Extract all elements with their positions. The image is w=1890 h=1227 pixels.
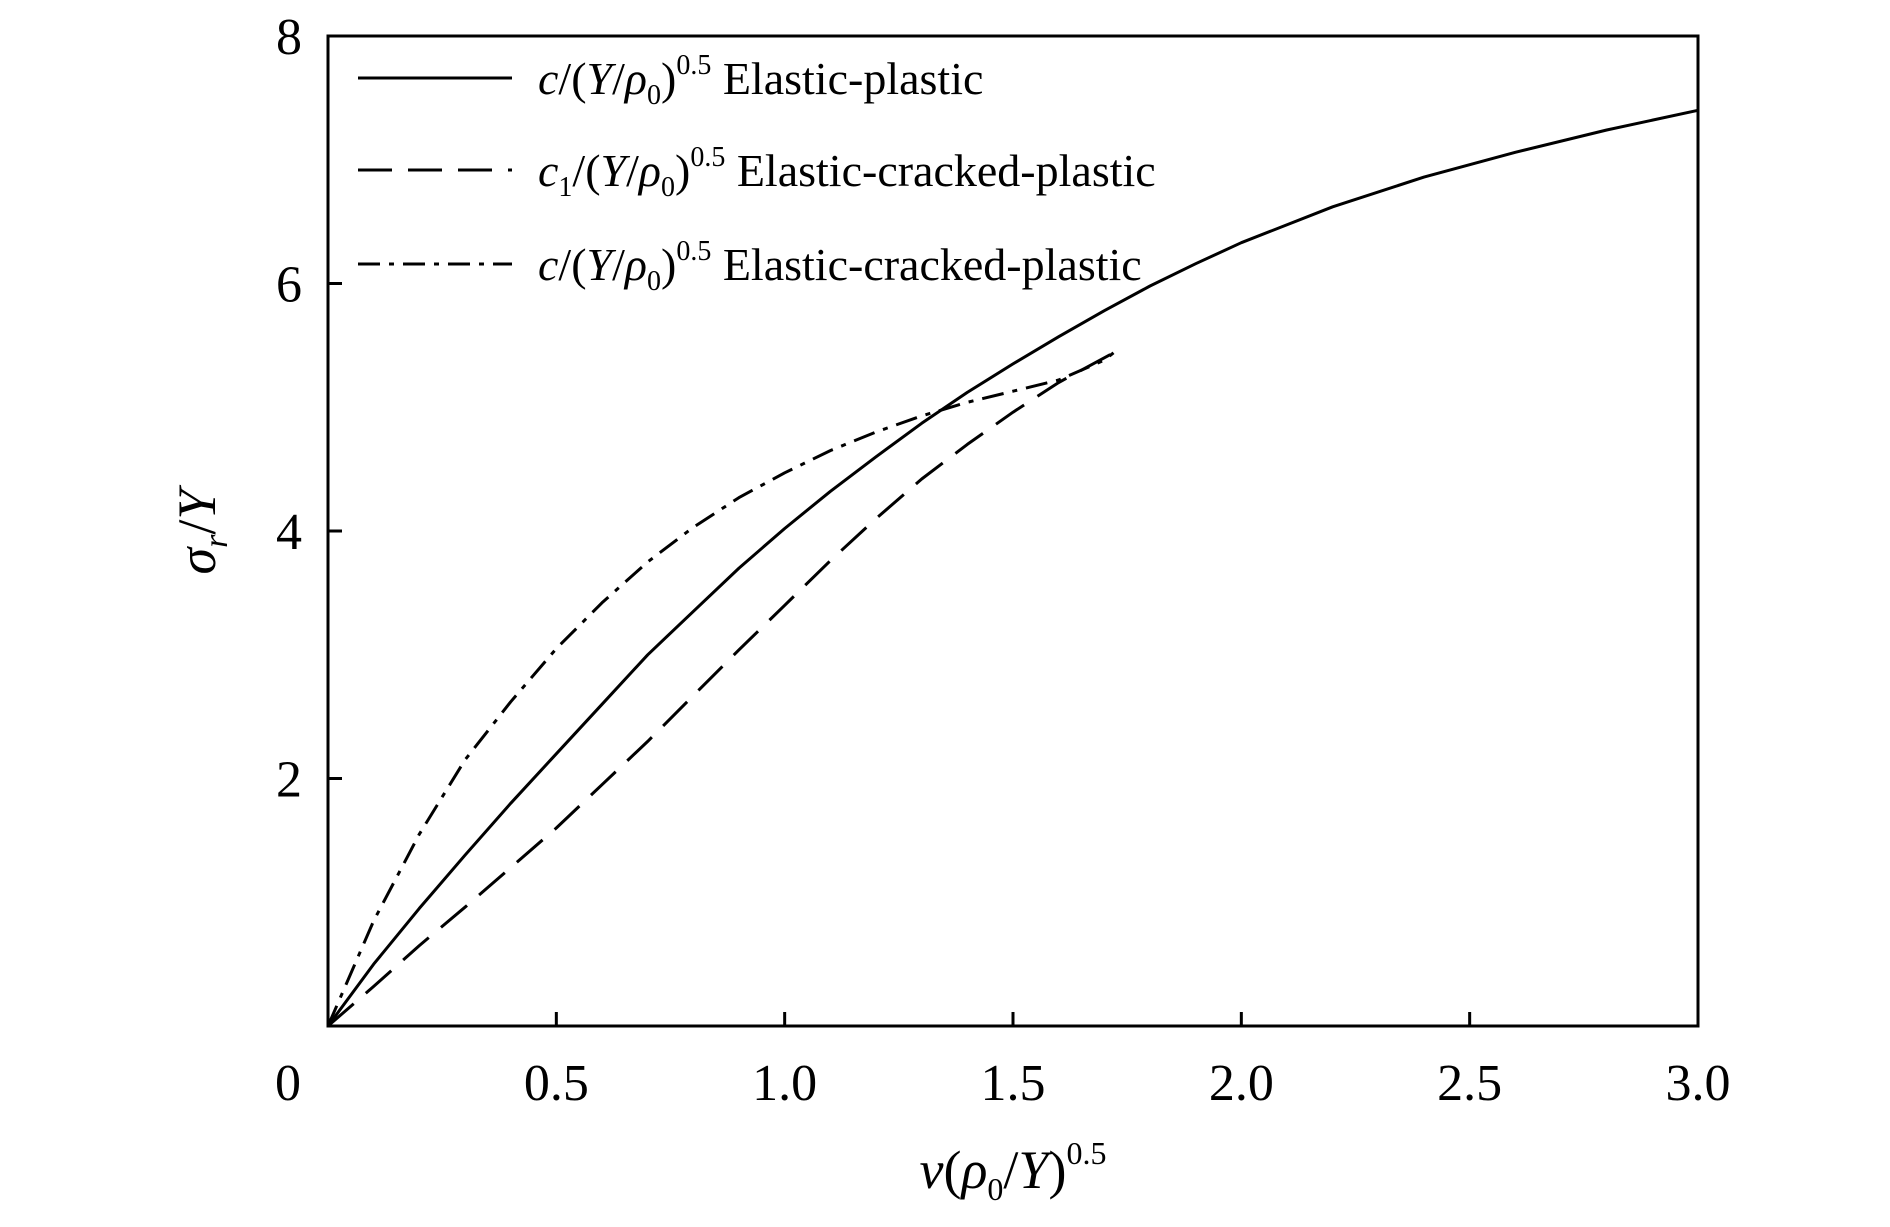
y-tick-label: 2 <box>276 752 302 809</box>
legend-label: c/(Y/ρ0)0.5 Elastic-cracked-plastic <box>538 236 1142 297</box>
series-layer <box>326 108 1699 1028</box>
x-tick-label: 0 <box>275 1055 301 1112</box>
axis-ticks: 0 0.5 1.0 1.5 2.0 2.5 3.0 2 4 6 8 <box>275 9 1731 1112</box>
y-tick-label: 6 <box>276 257 302 314</box>
y-tick-label: 4 <box>276 504 302 561</box>
x-axis-label: v(ρ0/Y)0.5 <box>920 1135 1107 1207</box>
x-tick-label: 2.0 <box>1209 1055 1274 1112</box>
series-line-dashed <box>327 351 1115 1028</box>
x-tick-label: 0.5 <box>524 1055 589 1112</box>
legend-item: c/(Y/ρ0)0.5 Elastic-cracked-plastic <box>358 236 1142 297</box>
legend-label: c1/(Y/ρ0)0.5 Elastic-cracked-plastic <box>538 142 1156 203</box>
y-tick-label: 8 <box>276 9 302 66</box>
x-tick-label: 1.0 <box>752 1055 817 1112</box>
legend-item: c/(Y/ρ0)0.5 Elastic-plastic <box>358 50 983 111</box>
series-line-dashdot <box>326 351 1115 1027</box>
series-line-solid <box>326 108 1699 1027</box>
x-tick-label: 2.5 <box>1437 1055 1502 1112</box>
legend-item: c1/(Y/ρ0)0.5 Elastic-cracked-plastic <box>358 142 1156 203</box>
y-axis-label: σr/Y <box>167 485 235 575</box>
legend-label: c/(Y/ρ0)0.5 Elastic-plastic <box>538 50 983 111</box>
x-tick-label: 1.5 <box>981 1055 1046 1112</box>
x-tick-label: 3.0 <box>1666 1055 1731 1112</box>
legend: c/(Y/ρ0)0.5 Elastic-plastic c1/(Y/ρ0)0.5… <box>358 50 1156 297</box>
